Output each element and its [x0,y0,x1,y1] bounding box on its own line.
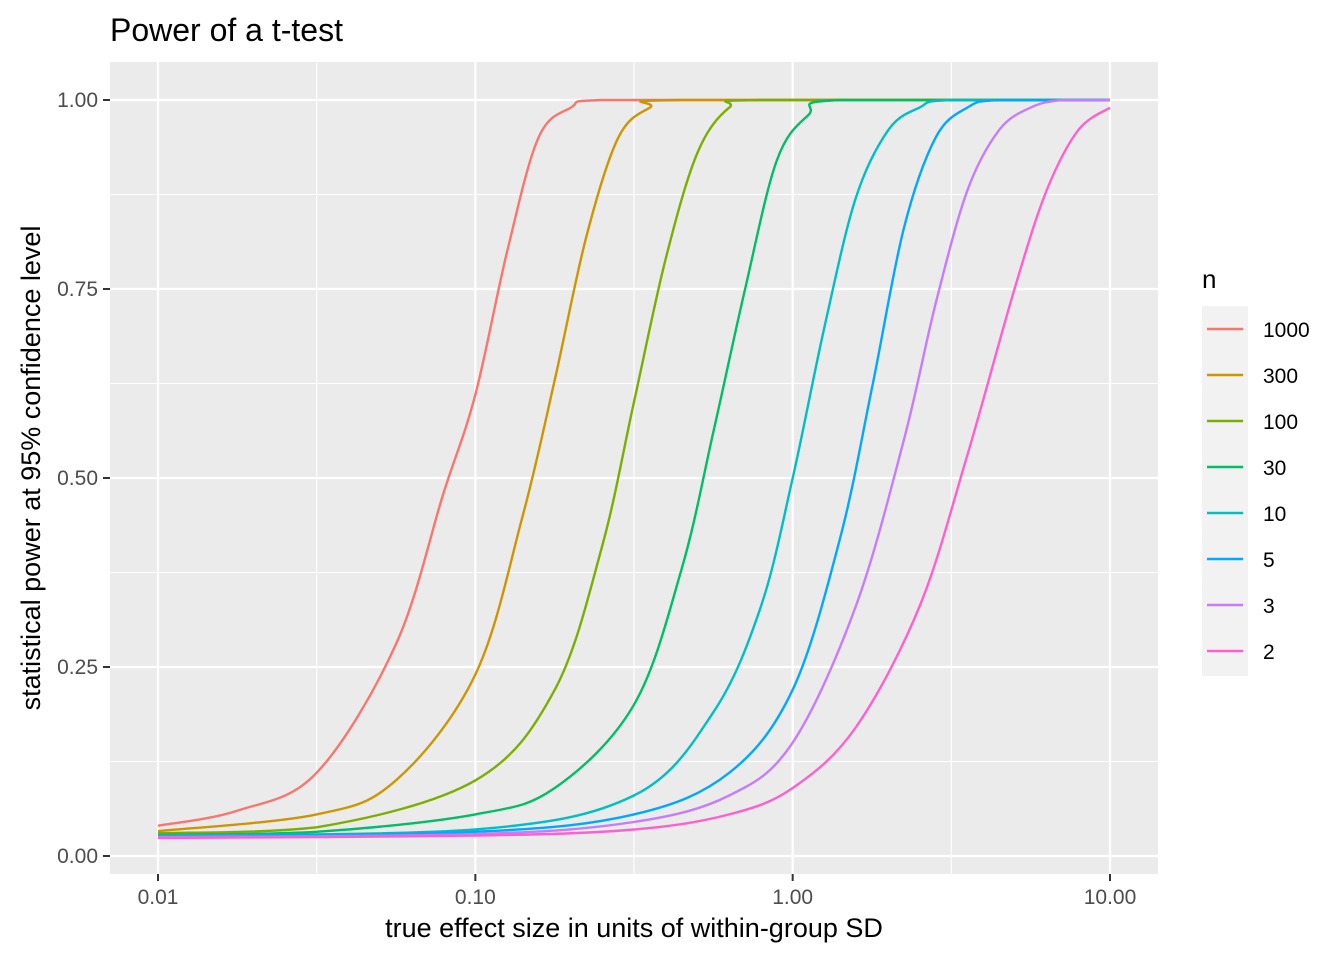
series-lines [157,98,1111,840]
legend-label-n-100: 100 [1263,411,1298,434]
y-axis-title: statistical power at 95% confidence leve… [16,226,46,711]
y-tick-label: 0.50 [57,467,98,490]
chart-title: Power of a t-test [110,12,343,48]
x-tick-label: 0.10 [455,886,496,909]
x-axis-ticks: 0.01 0.10 1.00 10.00 [138,874,1137,909]
major-gridlines [110,62,1158,874]
legend-label-n-1000: 1000 [1263,319,1310,342]
series-line-n-10 [157,98,1110,837]
x-tick-label: 10.00 [1084,886,1137,909]
minor-gridlines [110,62,1158,874]
legend-label-n-300: 300 [1263,365,1298,388]
y-axis-ticks: 0.00 0.25 0.50 0.75 1.00 [57,89,110,868]
legend: n 1000 300 100 30 10 5 3 2 [1202,264,1310,676]
series-line-n-300 [157,98,1110,833]
series-line-n-100 [157,98,1110,835]
series-line-n-5 [157,98,1110,838]
x-axis-title: true effect size in units of within-grou… [385,913,883,943]
series-line-n-30 [157,98,1110,836]
legend-label-n-5: 5 [1263,549,1275,572]
legend-label-n-2: 2 [1263,641,1275,664]
y-tick-label: 1.00 [57,89,98,112]
legend-label-n-3: 3 [1263,595,1275,618]
y-tick-label: 0.25 [57,656,98,679]
y-tick-label: 0.00 [57,845,98,868]
x-tick-label: 0.01 [138,886,179,909]
legend-label-n-10: 10 [1263,503,1286,526]
y-tick-label: 0.75 [57,278,98,301]
legend-title: n [1202,264,1216,294]
legend-key-background [1202,306,1248,676]
legend-label-n-30: 30 [1263,457,1286,480]
x-tick-label: 1.00 [772,886,813,909]
series-line-n-2 [157,106,1111,840]
series-line-n-3 [157,98,1110,839]
